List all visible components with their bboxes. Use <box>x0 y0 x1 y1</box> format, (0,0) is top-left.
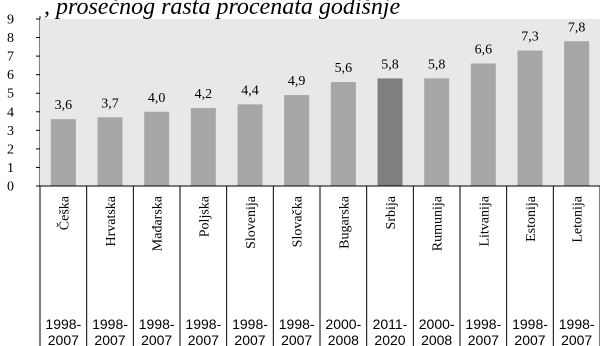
y-tick-label: 3 <box>7 124 14 139</box>
y-tick-label: 6 <box>7 68 14 83</box>
bar <box>237 104 263 186</box>
y-tick-label: 7 <box>7 50 14 65</box>
period-start-label: 1998- <box>92 316 128 332</box>
category-label: Letonija <box>571 195 586 242</box>
period-end-label: 2007 <box>48 332 79 346</box>
category-label: Litvanija <box>477 195 492 246</box>
period-start-label: 1998- <box>512 316 548 332</box>
chart-title: , prosečnog rasta procenata godišnje <box>44 0 401 20</box>
y-tick-label: 1 <box>7 161 14 176</box>
y-tick-label: 9 <box>7 13 14 28</box>
period-end-label: 2007 <box>468 332 499 346</box>
data-label: 7,3 <box>521 30 539 45</box>
category-label: Hrvatska <box>104 195 119 246</box>
bar <box>144 111 170 186</box>
data-label: 5,8 <box>381 57 399 72</box>
data-label: 3,7 <box>101 96 119 111</box>
period-end-label: 2008 <box>421 332 452 346</box>
bar <box>190 108 216 186</box>
bar <box>330 82 356 186</box>
data-label: 4,9 <box>288 74 306 89</box>
plot-area <box>40 19 600 186</box>
bar <box>97 117 123 186</box>
bar <box>50 119 76 186</box>
period-end-label: 2008 <box>328 332 359 346</box>
category-label: Mađarska <box>151 195 166 251</box>
period-end-label: 2007 <box>281 332 312 346</box>
period-start-label: 1998- <box>232 316 268 332</box>
period-end-label: 2007 <box>561 332 592 346</box>
period-start-label: 1998- <box>139 316 175 332</box>
y-tick-label: 0 <box>7 180 14 195</box>
period-start-label: 1998- <box>279 316 315 332</box>
y-tick-label: 5 <box>7 87 14 102</box>
bar <box>517 50 543 186</box>
category-label: Slovačka <box>291 195 306 247</box>
period-end-label: 2007 <box>234 332 265 346</box>
bar <box>564 41 590 187</box>
period-end-label: 2020 <box>374 332 405 346</box>
period-end-label: 2007 <box>141 332 172 346</box>
period-end-label: 2007 <box>94 332 125 346</box>
period-end-label: 2007 <box>514 332 545 346</box>
y-tick-label: 8 <box>7 31 14 46</box>
data-label: 6,6 <box>475 43 493 58</box>
category-label: Estonija <box>524 195 539 242</box>
period-start-label: 2011- <box>373 316 408 332</box>
period-end-label: 2007 <box>188 332 219 346</box>
period-start-label: 1998- <box>185 316 221 332</box>
period-start-label: 1998- <box>559 316 595 332</box>
bars: 3,6 3,7 4,0 4,2 4,4 4,9 5,6 5,8 5,8 6,6 7,3 7,8 <box>40 19 600 187</box>
bar <box>377 78 403 186</box>
x-axis: Češka1998-2007Hrvatska1998-2007Mađarska1… <box>39 185 600 346</box>
period-start-label: 1998- <box>45 316 81 332</box>
period-start-label: 1998- <box>465 316 501 332</box>
data-label: 7,8 <box>568 20 586 35</box>
y-axis: 0 1 2 3 4 5 6 7 8 9 <box>7 13 41 195</box>
bar <box>424 78 450 186</box>
period-start-label: 2000- <box>419 316 455 332</box>
bar <box>470 63 496 186</box>
data-label: 4,4 <box>241 83 259 98</box>
period-start-label: 2000- <box>325 316 361 332</box>
category-label: Rumunija <box>431 195 446 251</box>
data-label: 3,6 <box>55 98 73 113</box>
y-tick-label: 2 <box>7 142 14 157</box>
bar <box>284 95 310 186</box>
category-label: Bugarska <box>337 195 352 249</box>
category-label: Poljska <box>197 195 212 237</box>
data-label: 5,6 <box>335 61 353 76</box>
category-label: Srbija <box>384 195 399 229</box>
category-label: Slovenija <box>244 195 259 249</box>
data-label: 4,0 <box>148 91 166 106</box>
category-label: Češka <box>55 195 72 230</box>
data-label: 5,8 <box>428 57 446 72</box>
data-label: 4,2 <box>195 87 213 102</box>
y-tick-label: 4 <box>7 105 14 120</box>
